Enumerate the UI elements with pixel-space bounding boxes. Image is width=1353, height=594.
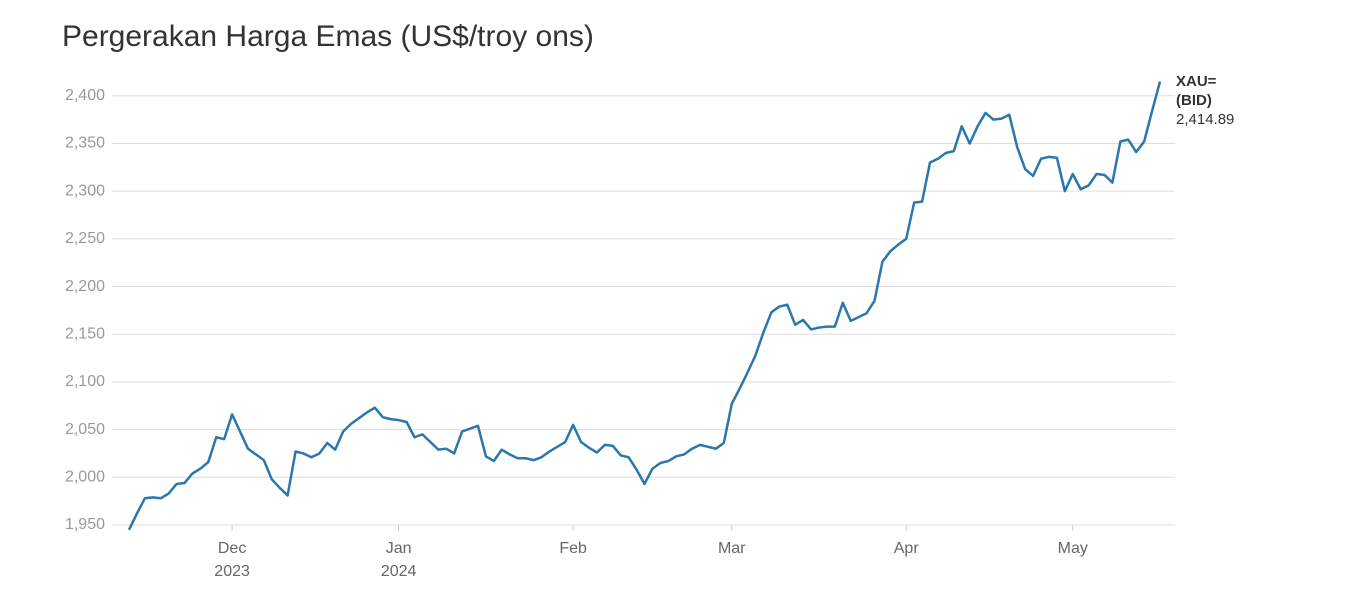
x-tick-label: Dec [218,540,246,557]
x-tick-label: Feb [559,540,587,557]
x-tick-label: May [1058,540,1088,557]
y-tick-label: 2,100 [65,373,105,390]
x-tick-label: Jan [386,540,412,557]
y-tick-label: 2,250 [65,230,105,247]
y-tick-label: 2,200 [65,278,105,295]
y-tick-label: 1,950 [65,516,105,533]
y-tick-label: 2,150 [65,325,105,342]
series-label: XAU= [1176,73,1217,90]
x-tick-year: 2023 [214,563,250,580]
x-tick-label: Apr [894,540,920,557]
y-tick-label: 2,300 [65,182,105,199]
last-value-label: 2,414.89 [1176,111,1234,128]
series-label: (BID) [1176,92,1212,109]
price-line [127,81,1162,531]
y-tick-label: 2,350 [65,135,105,152]
x-tick-label: Mar [718,540,746,557]
x-tick-year: 2024 [381,563,417,580]
chart-title: Pergerakan Harga Emas (US$/troy ons) [62,20,594,53]
y-tick-label: 2,050 [65,421,105,438]
y-tick-label: 2,400 [65,87,105,104]
y-tick-label: 2,000 [65,469,105,486]
